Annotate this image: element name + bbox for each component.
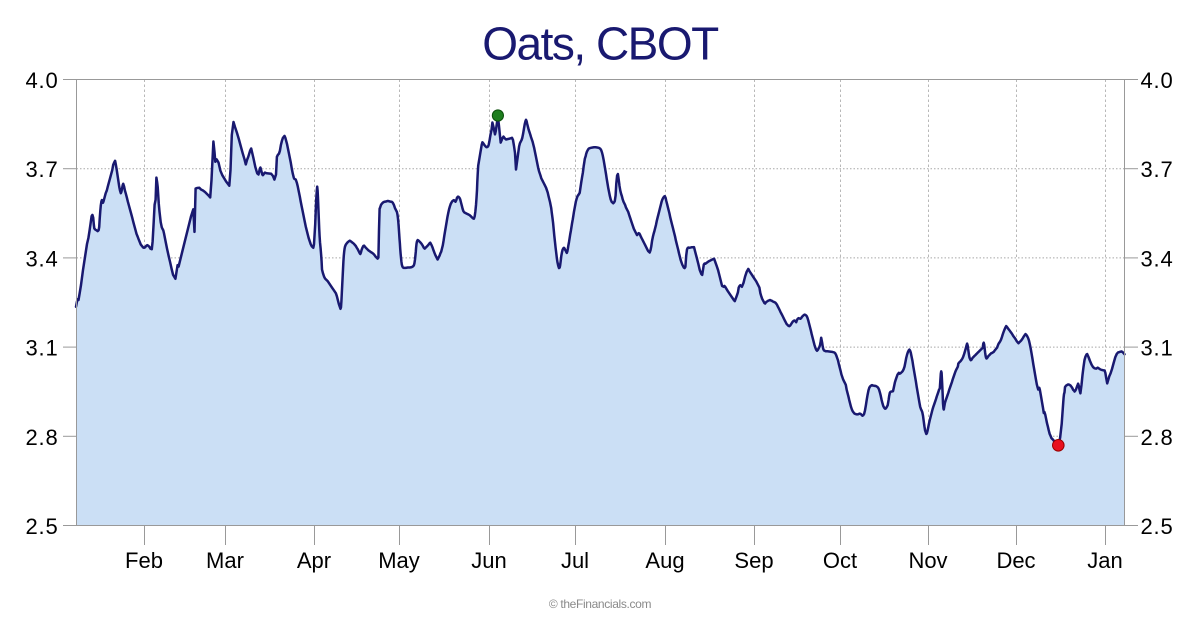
svg-text:2.5: 2.5 bbox=[1141, 514, 1174, 539]
svg-text:Feb: Feb bbox=[125, 548, 163, 573]
svg-text:2.8: 2.8 bbox=[26, 425, 59, 450]
svg-text:3.4: 3.4 bbox=[1141, 246, 1174, 271]
svg-text:Nov: Nov bbox=[908, 548, 947, 573]
svg-text:Dec: Dec bbox=[996, 548, 1035, 573]
svg-text:4.0: 4.0 bbox=[1141, 68, 1174, 93]
svg-text:3.1: 3.1 bbox=[26, 336, 59, 361]
svg-text:2.5: 2.5 bbox=[26, 514, 59, 539]
svg-text:2.8: 2.8 bbox=[1141, 425, 1174, 450]
svg-text:Jan: Jan bbox=[1087, 548, 1122, 573]
svg-text:© theFinancials.com: © theFinancials.com bbox=[549, 597, 652, 611]
svg-text:3.7: 3.7 bbox=[26, 157, 59, 182]
svg-text:Apr: Apr bbox=[297, 548, 331, 573]
svg-text:3.4: 3.4 bbox=[26, 246, 59, 271]
svg-text:Jul: Jul bbox=[561, 548, 589, 573]
svg-text:Oct: Oct bbox=[823, 548, 857, 573]
svg-text:Jun: Jun bbox=[471, 548, 506, 573]
svg-text:3.7: 3.7 bbox=[1141, 157, 1174, 182]
svg-text:Oats, CBOT: Oats, CBOT bbox=[482, 18, 719, 70]
svg-text:4.0: 4.0 bbox=[26, 68, 59, 93]
svg-text:Aug: Aug bbox=[645, 548, 684, 573]
svg-text:Mar: Mar bbox=[206, 548, 244, 573]
svg-text:May: May bbox=[378, 548, 420, 573]
svg-text:3.1: 3.1 bbox=[1141, 336, 1174, 361]
svg-text:Sep: Sep bbox=[734, 548, 773, 573]
